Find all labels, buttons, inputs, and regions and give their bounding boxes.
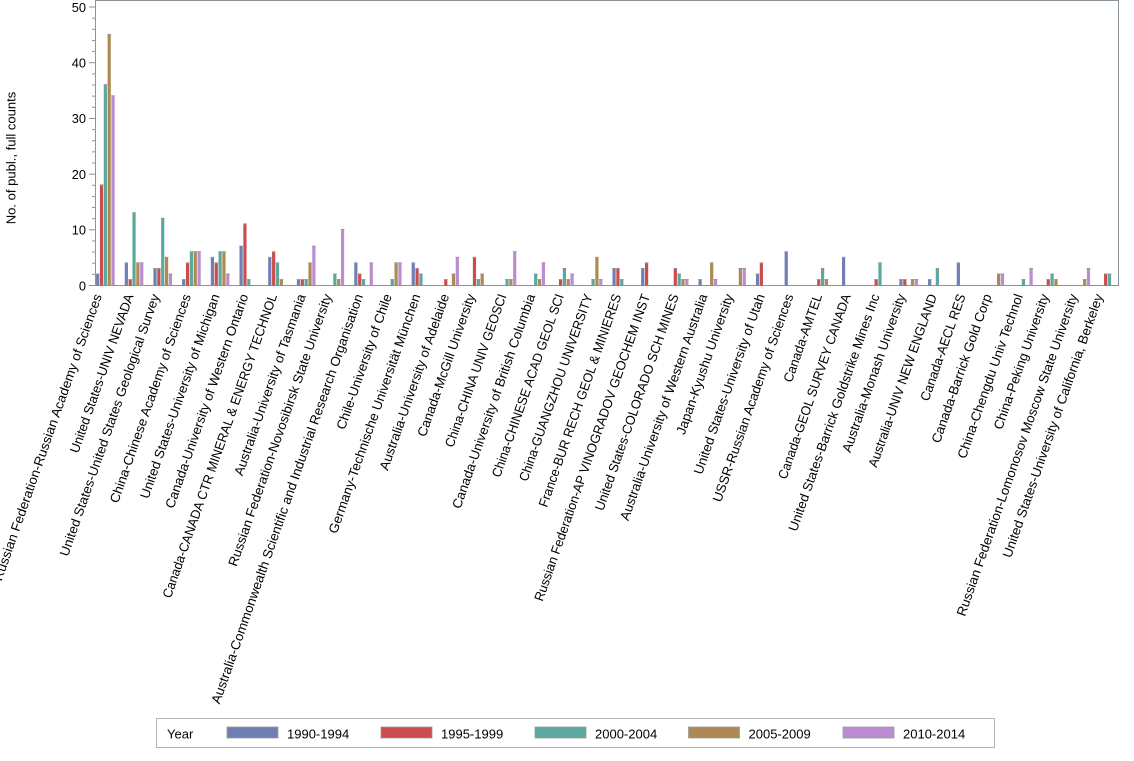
svg-text:Year: Year [167,727,194,742]
svg-text:2005-2009: 2005-2009 [749,727,811,742]
svg-text:1990-1994: 1990-1994 [287,727,349,742]
svg-text:40: 40 [72,56,86,71]
svg-text:1995-1999: 1995-1999 [441,727,503,742]
svg-text:0: 0 [79,278,86,293]
svg-text:No. of publ., full counts: No. of publ., full counts [4,91,19,224]
svg-text:10: 10 [72,223,86,238]
svg-text:2000-2004: 2000-2004 [595,727,657,742]
svg-text:50: 50 [72,0,86,15]
svg-text:30: 30 [72,111,86,126]
svg-text:20: 20 [72,167,86,182]
svg-text:2010-2014: 2010-2014 [903,727,965,742]
